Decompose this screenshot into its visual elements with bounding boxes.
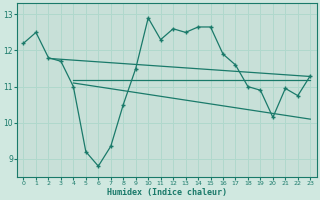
X-axis label: Humidex (Indice chaleur): Humidex (Indice chaleur) [107, 188, 227, 197]
